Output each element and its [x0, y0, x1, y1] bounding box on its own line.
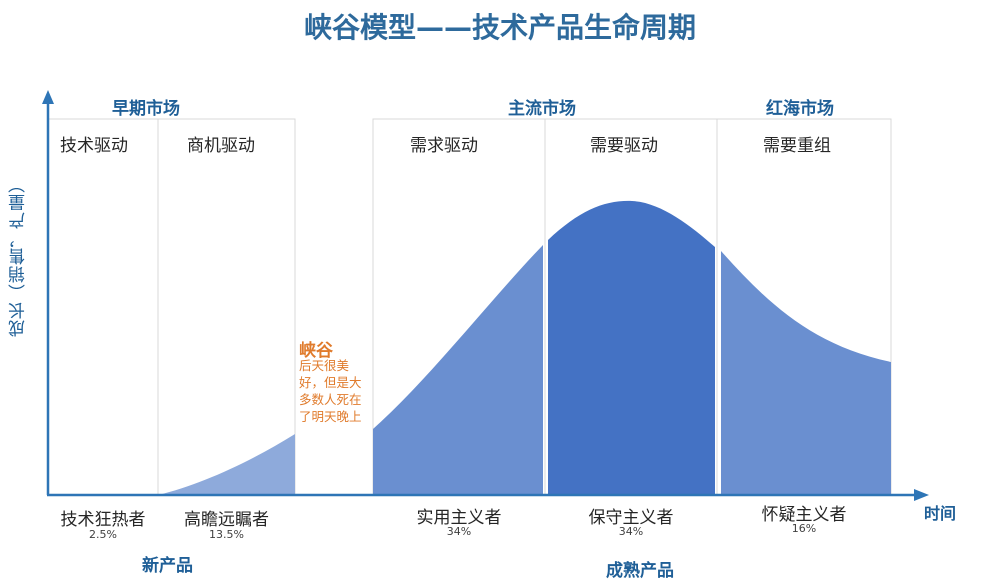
adopter-name: 实用主义者 [416, 508, 502, 528]
curve-segment-conservatives [548, 200, 715, 495]
adopter-name: 高瞻远瞩者 [184, 510, 269, 530]
market-label-mainstream: 主流市场 [508, 99, 576, 119]
adopter-pct: 13.5% [209, 528, 244, 541]
y-axis-arrow [42, 90, 54, 104]
phase-label-need-driven: 需要驱动 [590, 136, 658, 156]
market-label-early: 早期市场 [112, 99, 180, 119]
curve-segment-visionaries [158, 434, 295, 495]
y-axis-label: 成长（销售，产量） [9, 175, 29, 337]
page-title: 峡谷模型——技术产品生命周期 [303, 11, 696, 44]
phase-label-tech-driven: 技术驱动 [60, 136, 128, 156]
curve-segment-pragmatists [373, 245, 543, 495]
curve-segment-skeptics [721, 251, 891, 495]
adopter-name: 保守主义者 [588, 508, 674, 528]
adopter-pct: 34% [618, 525, 644, 538]
chasm-title: 峡谷 [299, 341, 333, 361]
phase-box-tech-driven [47, 118, 159, 496]
phase-label-business-driven: 商机驱动 [187, 136, 255, 156]
adopter-pct: 16% [791, 522, 817, 535]
mature-product-label: 成熟产品 [606, 561, 674, 581]
adopter-pct: 34% [446, 525, 472, 538]
phase-label-demand-driven: 需求驱动 [410, 136, 478, 156]
market-label-red-ocean: 红海市场 [766, 99, 834, 119]
x-axis-arrow [914, 489, 929, 501]
phase-box-business-driven [157, 118, 296, 496]
adopter-pct: 2.5% [89, 528, 117, 541]
adopter-name: 怀疑主义者 [761, 505, 847, 525]
phase-label-restructure: 需要重组 [763, 136, 831, 156]
adopter-name: 技术狂热者 [60, 510, 146, 530]
x-axis-label: 时间 [924, 504, 957, 523]
chasm-note: 后天很美好，但是大多数人死在了明天晚上 [299, 358, 362, 424]
new-product-label: 新产品 [142, 556, 193, 576]
